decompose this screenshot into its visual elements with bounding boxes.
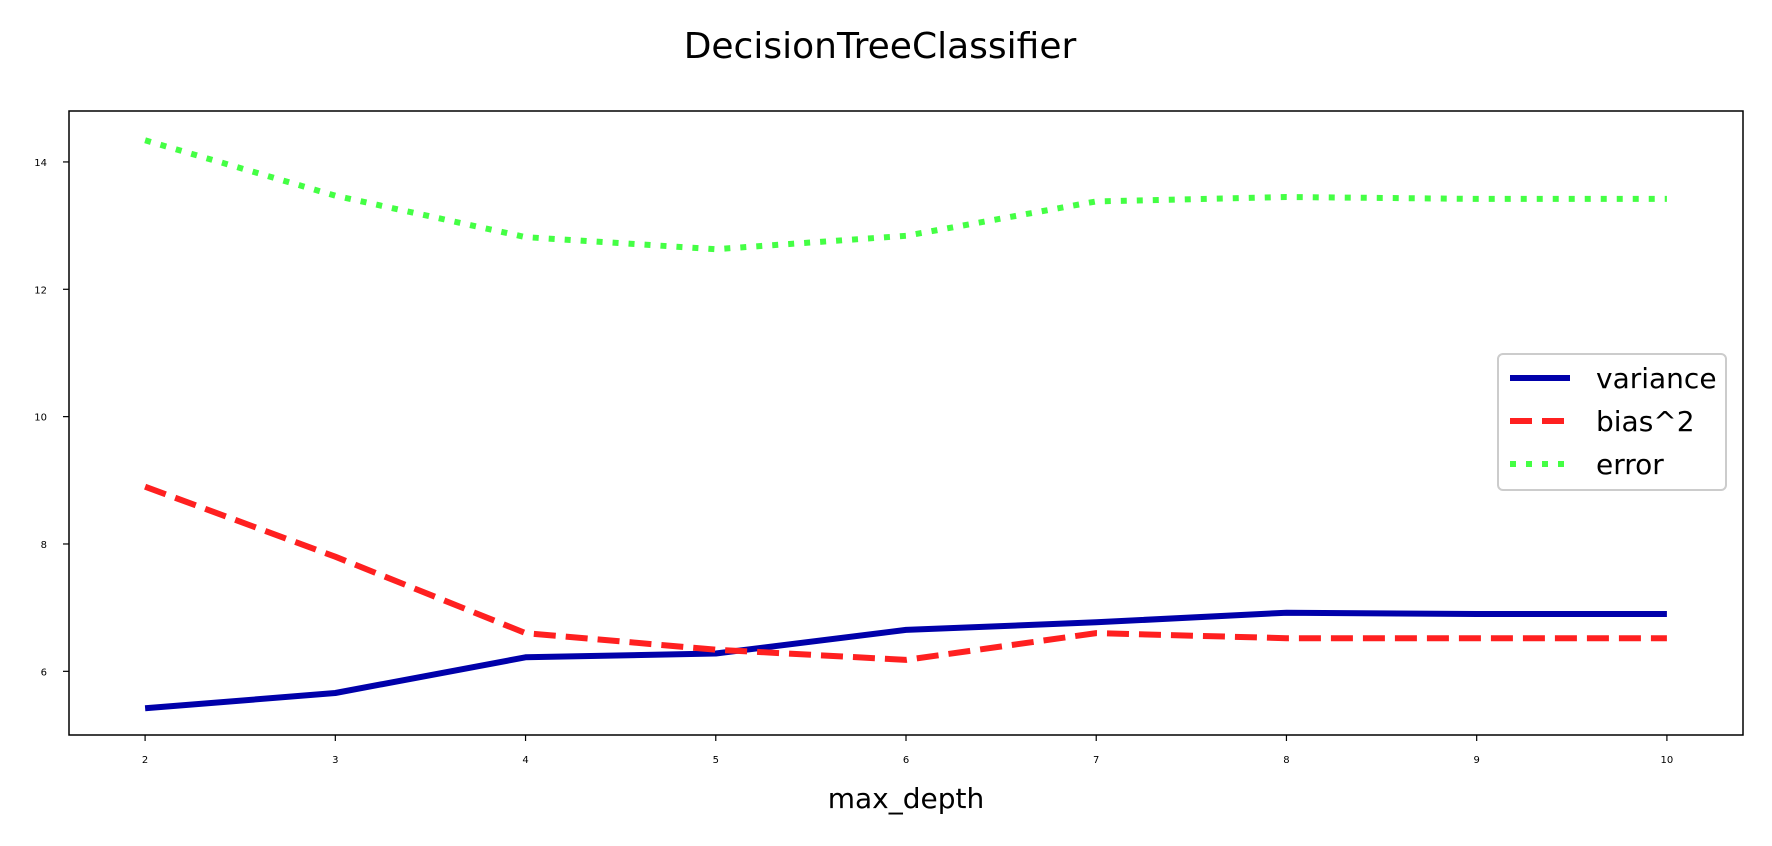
y-tick-label: 14 <box>34 158 47 169</box>
legend: variance bias^2 error <box>1497 353 1727 491</box>
x-tick-label: 6 <box>903 755 909 766</box>
x-tick-label: 7 <box>1093 755 1099 766</box>
x-tick-label: 5 <box>713 755 719 766</box>
plot-frame <box>68 110 1744 736</box>
y-tick-label: 8 <box>41 540 47 551</box>
x-axis: 2 3 4 5 6 7 8 9 10 <box>142 735 1673 766</box>
x-tick-label: 9 <box>1473 755 1479 766</box>
legend-label: bias^2 <box>1596 405 1695 438</box>
x-tick-label: 8 <box>1283 755 1289 766</box>
series-line-error <box>144 137 1667 253</box>
legend-label: variance <box>1596 362 1717 395</box>
series-line-variance <box>144 609 1667 712</box>
x-tick-label: 10 <box>1661 755 1674 766</box>
y-axis: 6 8 10 12 14 <box>34 158 69 678</box>
chart-title: DecisionTreeClassifier <box>684 26 1077 67</box>
y-tick-label: 6 <box>41 667 47 678</box>
legend-box <box>1497 353 1727 491</box>
x-axis-label: max_depth <box>828 782 985 815</box>
series-layer <box>144 137 1667 712</box>
x-tick-label: 4 <box>522 755 528 766</box>
y-tick-label: 10 <box>34 413 47 424</box>
x-tick-label: 2 <box>142 755 148 766</box>
legend-label: error <box>1596 448 1664 481</box>
x-tick-label: 3 <box>332 755 338 766</box>
series-line-bias-2 <box>144 483 1667 663</box>
y-tick-label: 12 <box>34 285 47 296</box>
